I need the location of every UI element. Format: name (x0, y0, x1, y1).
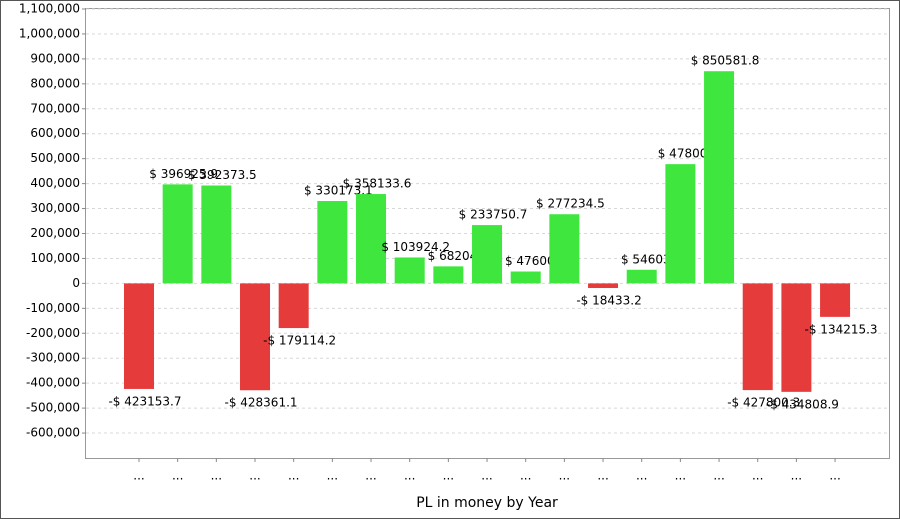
x-tick-label: ... (443, 469, 454, 483)
bar (394, 257, 425, 284)
data-label: $ 277234.5 (536, 197, 605, 211)
x-tick-label: ... (636, 469, 647, 483)
x-tick-label: ... (559, 469, 570, 483)
x-tick-label: ... (327, 469, 338, 483)
x-tick-label: ... (249, 469, 260, 483)
y-tick-label: -600,000 (26, 426, 80, 440)
y-tick-label: 1,100,000 (19, 2, 80, 16)
y-tick-label: -100,000 (26, 301, 80, 315)
x-tick-label: ... (829, 469, 840, 483)
x-tick-label: ... (172, 469, 183, 483)
x-tick-label: ... (791, 469, 802, 483)
data-label: $ 68204. (428, 249, 481, 263)
y-tick-label: 100,000 (30, 251, 80, 265)
x-tick-label: ... (211, 469, 222, 483)
y-tick-label: 500,000 (30, 151, 80, 165)
data-label: $ 478000 (658, 147, 715, 161)
y-tick-label: 900,000 (30, 51, 80, 65)
bar (356, 194, 387, 284)
y-tick-label: 600,000 (30, 126, 80, 140)
bar (665, 164, 696, 284)
data-label: -$ 179114.2 (263, 334, 336, 348)
bar (549, 214, 580, 284)
bar (626, 269, 657, 284)
bar (820, 283, 851, 317)
data-label: $ 54603. (621, 252, 674, 266)
y-tick-label: 400,000 (30, 176, 80, 190)
bar (240, 283, 271, 391)
data-label: -$ 18433.2 (576, 293, 641, 307)
data-label: -$ 427800.3 (727, 396, 800, 410)
bar (781, 283, 812, 392)
y-tick-label: 1,000,000 (19, 26, 80, 40)
x-tick-label: ... (133, 469, 144, 483)
y-tick-label: 800,000 (30, 76, 80, 90)
x-tick-label: ... (288, 469, 299, 483)
data-label: $ 103924.2 (381, 240, 450, 254)
data-label: $ 330173.1 (304, 184, 373, 198)
data-label: -$ 428361.1 (224, 396, 297, 410)
y-tick-label: 200,000 (30, 226, 80, 240)
bar (317, 201, 348, 284)
data-label: $ 233750.7 (459, 208, 528, 222)
x-tick-label: ... (675, 469, 686, 483)
y-tick-label: -300,000 (26, 351, 80, 365)
bar (201, 185, 232, 284)
bar (472, 225, 503, 284)
data-label: $ 47600. (505, 254, 558, 268)
data-label: -$ 434808.9 (766, 397, 839, 411)
x-tick-label: ... (404, 469, 415, 483)
bar (588, 283, 619, 288)
bar (510, 271, 541, 284)
data-label: $ 392373.5 (188, 168, 257, 182)
x-tick-label: ... (520, 469, 531, 483)
y-tick-label: 300,000 (30, 201, 80, 215)
data-label: $ 850581.8 (691, 54, 760, 68)
data-label: $ 358133.6 (343, 177, 412, 191)
x-tick-label: ... (481, 469, 492, 483)
data-label: -$ 423153.7 (108, 394, 181, 408)
x-axis-title: PL in money by Year (416, 495, 558, 511)
y-tick-label: -200,000 (26, 326, 80, 340)
bar (704, 71, 735, 284)
bar (742, 283, 773, 391)
y-tick-label: 700,000 (30, 101, 80, 115)
y-tick-label: -400,000 (26, 376, 80, 390)
data-label: $ 396925.9 (149, 167, 218, 181)
bar (278, 283, 309, 329)
y-tick-label: -500,000 (26, 401, 80, 415)
x-tick-label: ... (597, 469, 608, 483)
x-tick-label: ... (713, 469, 724, 483)
x-tick-label: ... (752, 469, 763, 483)
bar (124, 283, 154, 389)
y-tick-label: 0 (72, 276, 80, 290)
bar (162, 184, 193, 284)
bar (433, 266, 464, 284)
data-label: -$ 134215.3 (805, 322, 878, 336)
x-tick-label: ... (365, 469, 376, 483)
